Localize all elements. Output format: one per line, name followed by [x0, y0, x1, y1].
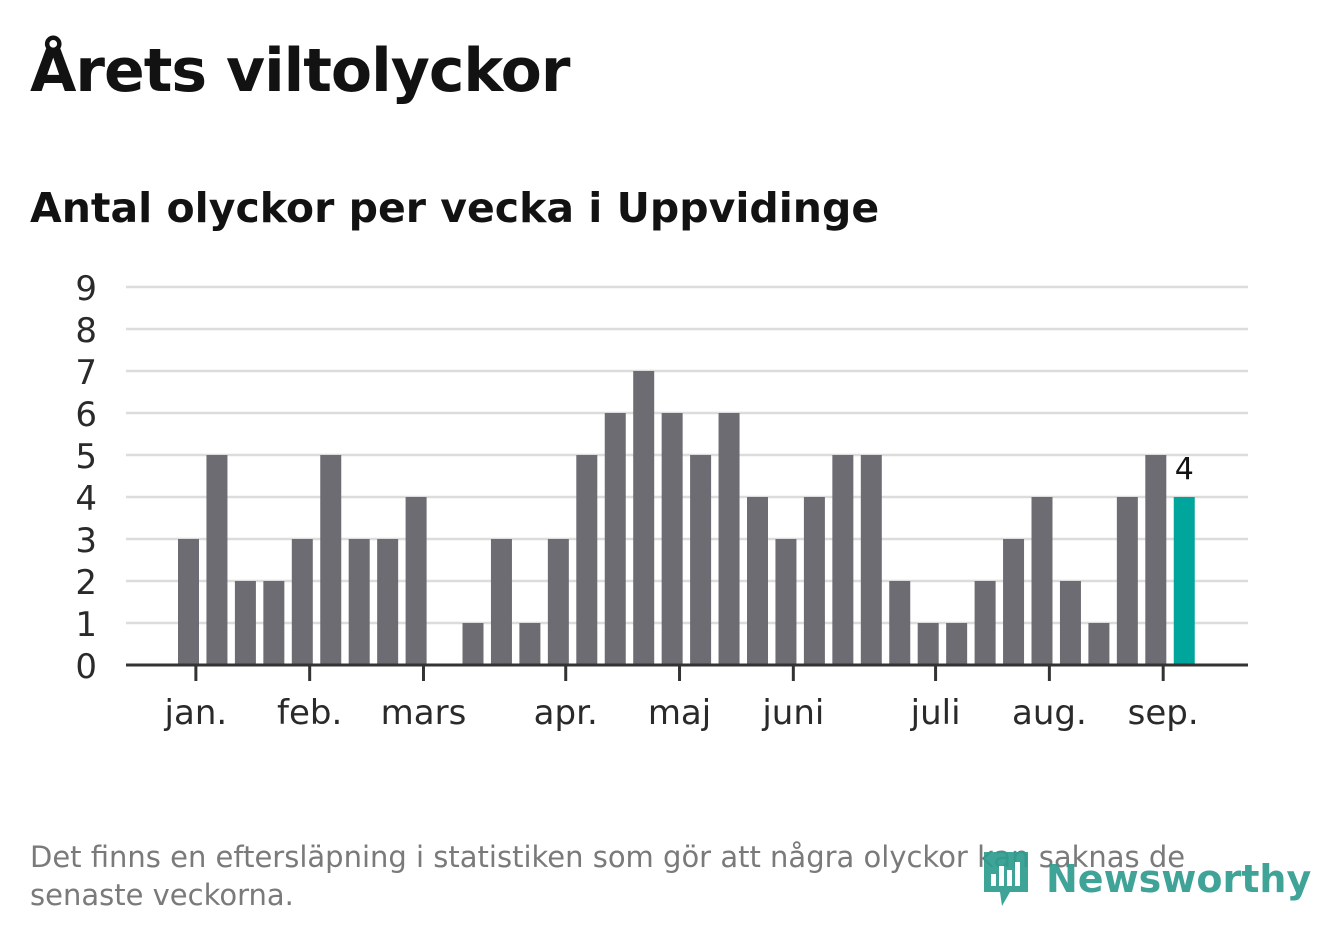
y-tick-label: 8: [75, 311, 97, 351]
chart-subtitle: Antal olyckor per vecka i Uppvidinge: [30, 184, 880, 232]
bar: [974, 581, 996, 665]
bar: [946, 623, 968, 665]
chart-title: Årets viltolyckor: [30, 36, 570, 106]
bar: [604, 413, 626, 665]
x-tick-label: jan.: [164, 693, 228, 733]
newsworthy-logo-icon: [984, 852, 1028, 906]
gridlines: [126, 285, 1248, 625]
bar: [633, 371, 655, 665]
bar: [547, 539, 569, 665]
x-tick-label: maj: [648, 693, 711, 733]
bar: [263, 581, 285, 665]
bar: [889, 581, 911, 665]
y-tick-label: 4: [75, 479, 97, 519]
bar: [860, 455, 882, 665]
bar: [690, 455, 712, 665]
bar: [718, 413, 740, 665]
y-tick-label: 5: [75, 437, 97, 477]
bar: [576, 455, 598, 665]
x-tick-label: mars: [381, 693, 467, 733]
bar: [206, 455, 228, 665]
bar: [519, 623, 541, 665]
bar: [1116, 497, 1138, 665]
bar: [178, 539, 199, 665]
bar: [234, 581, 256, 665]
y-tick-label: 7: [75, 353, 97, 393]
bar: [917, 623, 939, 665]
bar: [462, 623, 484, 665]
bar: [661, 413, 683, 665]
y-tick-label: 0: [75, 647, 97, 687]
bar: [405, 497, 427, 665]
bar: [377, 539, 399, 665]
x-tick-label: aug.: [1012, 693, 1087, 733]
bar: [348, 539, 370, 665]
x-tick-label: feb.: [277, 693, 342, 733]
bar: [803, 497, 825, 665]
bar: [775, 539, 797, 665]
x-tick-label: juli: [910, 693, 961, 733]
bar: [832, 455, 854, 665]
data-labels: 4: [1175, 452, 1194, 487]
bars: [178, 371, 1195, 665]
bar: [320, 455, 342, 665]
bar: [1003, 539, 1025, 665]
y-tick-label: 1: [75, 605, 97, 645]
bar: [291, 539, 313, 665]
newsworthy-logo: Newsworthy: [980, 848, 1311, 910]
highlight-value-label: 4: [1175, 452, 1194, 487]
logo-text: Newsworthy: [1046, 857, 1312, 901]
bar: [490, 539, 512, 665]
x-axis: jan. feb. mars apr. maj juni juli aug. sep.: [126, 663, 1248, 733]
bar: [747, 497, 768, 665]
y-tick-label: 9: [75, 269, 97, 309]
bar: [1031, 497, 1053, 665]
x-tick-label: sep.: [1128, 693, 1199, 733]
bar: [1145, 455, 1167, 665]
y-tick-label: 2: [75, 563, 97, 603]
x-tick-label: apr.: [534, 693, 598, 733]
x-tick-label: juni: [761, 693, 824, 733]
y-tick-label: 6: [75, 395, 97, 435]
y-tick-label: 3: [75, 521, 97, 561]
bar-highlight: [1173, 497, 1195, 665]
bar: [1059, 581, 1081, 665]
bar: [1088, 623, 1110, 665]
